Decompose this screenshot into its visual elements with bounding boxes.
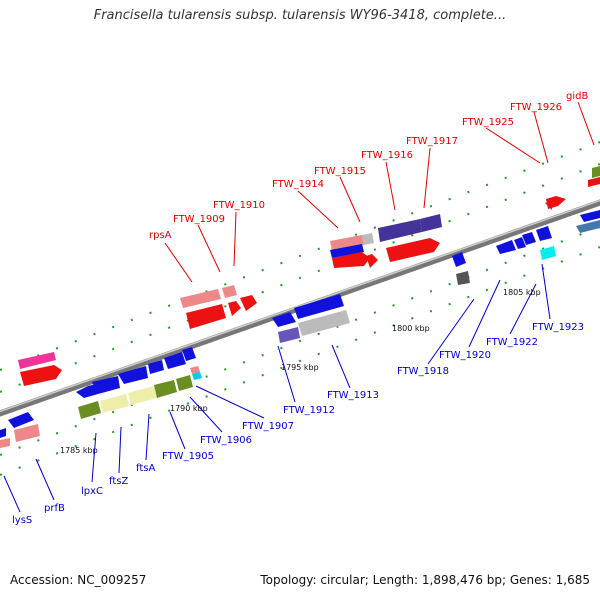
scale-1795: 1795 kbp — [281, 363, 319, 372]
gene-ftw1918b[interactable] — [452, 252, 466, 267]
gene-red-left[interactable] — [20, 365, 62, 386]
gene-red-5[interactable] — [366, 254, 378, 268]
label-lpxC[interactable]: lpxC — [81, 486, 103, 497]
label-ftw1920[interactable]: FTW_1920 — [439, 350, 491, 361]
gene-blue-a[interactable] — [76, 384, 98, 398]
gene-ftw1923b[interactable] — [536, 226, 552, 241]
scale-1785: 1785 kbp — [60, 446, 98, 455]
forward-leaders — [164, 101, 595, 283]
gene-prfB[interactable] — [14, 424, 40, 442]
gene-ftw1926[interactable] — [545, 201, 552, 210]
forward-label-group: rpsA FTW_1909 FTW_1910 FTW_1914 FTW_1915… — [149, 91, 588, 241]
label-ftw1925[interactable]: FTW_1925 — [462, 117, 514, 128]
gene-lysS-2[interactable] — [0, 428, 6, 438]
gene-ftw1909[interactable] — [222, 285, 237, 298]
guide-lines — [0, 141, 600, 476]
gene-red-6[interactable] — [386, 238, 440, 262]
gene-blue-d[interactable] — [148, 360, 164, 374]
label-lysS[interactable]: lysS — [12, 515, 32, 526]
gene-ftw1906[interactable] — [176, 375, 193, 391]
accession-text: Accession: NC_009257 — [10, 573, 147, 587]
label-ftw1917[interactable]: FTW_1917 — [406, 136, 458, 147]
gene-ftw1913[interactable] — [298, 310, 350, 336]
gene-ftw1922b[interactable] — [522, 232, 536, 245]
label-ftw1906[interactable]: FTW_1906 — [200, 435, 252, 446]
forward-genes — [18, 166, 600, 386]
gene-ftw1923[interactable] — [540, 246, 556, 260]
label-ftw1913[interactable]: FTW_1913 — [327, 390, 379, 401]
gene-ftw1918[interactable] — [456, 271, 470, 285]
reverse-leaders — [3, 263, 551, 513]
label-ftw1909[interactable]: FTW_1909 — [173, 214, 225, 225]
gene-ftsA[interactable] — [128, 386, 157, 405]
reverse-label-group: lysS prfB lpxC ftsZ ftsA FTW_1905 FTW_19… — [12, 322, 584, 526]
label-ftsA[interactable]: ftsA — [136, 463, 155, 474]
gene-ftw1922[interactable] — [514, 237, 526, 249]
gene-red-4[interactable] — [332, 252, 370, 268]
gene-prfB-blue[interactable] — [8, 412, 34, 428]
gene-ftsZ[interactable] — [100, 394, 129, 413]
summary-text: Topology: circular; Length: 1,898,476 bp… — [260, 573, 590, 587]
gene-rpsA[interactable] — [180, 289, 221, 308]
scale-1805: 1805 kbp — [503, 288, 541, 297]
map-title: Francisella tularensis subsp. tularensis… — [93, 8, 507, 23]
gene-ftw1907b[interactable] — [192, 372, 202, 380]
gene-lysS[interactable] — [0, 438, 10, 448]
gene-gidB-2[interactable] — [588, 177, 600, 187]
gene-ftw1920[interactable] — [496, 240, 516, 254]
gene-blue-g[interactable] — [272, 312, 296, 327]
label-ftw1918[interactable]: FTW_1918 — [397, 366, 449, 377]
label-ftw1910[interactable]: FTW_1910 — [213, 200, 265, 211]
gene-blue-b[interactable] — [92, 376, 120, 394]
gene-right-blue[interactable] — [576, 220, 600, 233]
gene-red-1[interactable] — [186, 304, 226, 329]
label-prfB[interactable]: prfB — [44, 503, 65, 514]
gene-blue-f[interactable] — [182, 347, 196, 361]
gene-blue-c[interactable] — [118, 366, 148, 384]
gene-red-2[interactable] — [228, 301, 241, 316]
label-ftw1912[interactable]: FTW_1912 — [283, 405, 335, 416]
label-rpsA[interactable]: rpsA — [149, 230, 172, 241]
scale-1790: 1790 kbp — [170, 404, 208, 413]
label-ftw1914[interactable]: FTW_1914 — [272, 179, 324, 190]
label-ftw1916[interactable]: FTW_1916 — [361, 150, 413, 161]
gene-ftw1912[interactable] — [278, 327, 300, 343]
gene-red-3[interactable] — [240, 295, 257, 311]
gene-ftw1914-pink[interactable] — [330, 235, 364, 251]
gene-ftw1916[interactable] — [378, 219, 422, 242]
scale-1800: 1800 kbp — [392, 324, 430, 333]
scale-labels: 1785 kbp 1790 kbp 1795 kbp 1800 kbp 1805… — [60, 288, 541, 455]
gene-ftw1905[interactable] — [154, 380, 177, 398]
label-ftw1907[interactable]: FTW_1907 — [242, 421, 294, 432]
gene-blue-h[interactable] — [294, 294, 344, 319]
gene-blue-e[interactable] — [164, 352, 186, 369]
gene-ftw1915-grey[interactable] — [362, 233, 374, 245]
label-ftw1923[interactable]: FTW_1923 — [532, 322, 584, 333]
label-ftsZ[interactable]: ftsZ — [109, 476, 128, 487]
gene-ftw1917[interactable] — [420, 214, 442, 232]
label-gidB[interactable]: gidB — [566, 91, 588, 102]
reverse-genes — [0, 210, 600, 448]
gene-pink-left[interactable] — [18, 352, 56, 369]
label-ftw1915[interactable]: FTW_1915 — [314, 166, 366, 177]
label-ftw1926[interactable]: FTW_1926 — [510, 102, 562, 113]
label-ftw1922[interactable]: FTW_1922 — [486, 337, 538, 348]
label-ftw1905[interactable]: FTW_1905 — [162, 451, 214, 462]
gene-gidB[interactable] — [592, 166, 600, 178]
gene-ftw1914-blue[interactable] — [330, 244, 364, 258]
gene-ftw1907a[interactable] — [190, 366, 200, 374]
gene-lpxC[interactable] — [78, 401, 101, 419]
gene-right-blue2[interactable] — [580, 210, 600, 222]
